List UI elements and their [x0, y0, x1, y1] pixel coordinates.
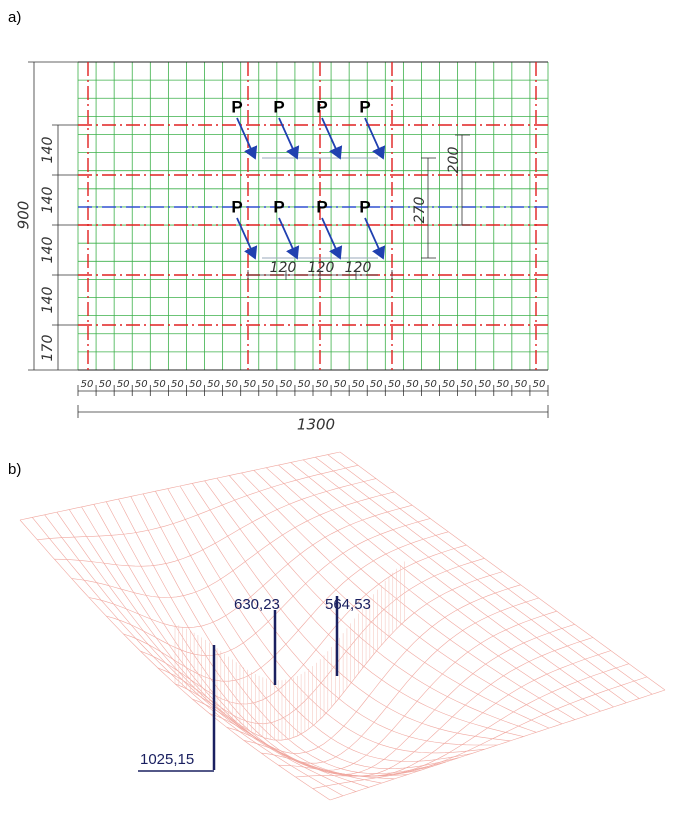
- panel-label: a): [8, 9, 21, 26]
- dimension-label: 200: [446, 147, 462, 174]
- dimension-label: 50: [316, 379, 329, 390]
- load-label: P: [273, 197, 284, 216]
- figure: a) b) 900 140 140 140 140 170 50 50 50 50 50 50 50 50…: [0, 0, 675, 820]
- load-label: P: [231, 97, 242, 116]
- mesh-line: [340, 452, 665, 690]
- dimension-label: 170: [40, 335, 56, 362]
- mesh-line: [106, 502, 420, 777]
- mesh-line: [180, 486, 498, 745]
- mesh-line: [315, 457, 639, 698]
- dimension-label: 50: [334, 379, 347, 390]
- mesh-line: [158, 558, 485, 724]
- dimension-label: 50: [515, 379, 528, 390]
- dimension-label: 50: [135, 379, 148, 390]
- dimension-label: 50: [243, 379, 256, 390]
- dimension-label: 50: [280, 379, 293, 390]
- line: [279, 218, 297, 258]
- dimension-label: 50: [171, 379, 184, 390]
- plan-drawing: 900 140 140 140 140 170 50 50 50 50 50 50 50 50 50 50 50…: [15, 62, 549, 434]
- mesh-line: [313, 677, 647, 789]
- dimension-label: 1300: [297, 416, 335, 434]
- value-label: 564,53: [325, 596, 371, 613]
- line: [365, 118, 383, 158]
- mesh-line: [266, 468, 588, 716]
- mesh-line: [123, 532, 448, 681]
- mesh-line: [131, 497, 446, 774]
- line: [237, 218, 255, 258]
- dimension-label: 140: [40, 237, 56, 264]
- dimension-label: 50: [225, 379, 238, 390]
- dimension-label: 50: [207, 379, 220, 390]
- dimension-label: 50: [478, 379, 491, 390]
- load-label: P: [316, 197, 327, 216]
- dimension-label: 140: [40, 287, 56, 314]
- mesh-line: [82, 507, 395, 779]
- mesh-line: [279, 465, 601, 711]
- dimension-label: 50: [460, 379, 473, 390]
- dimension-label: 120: [270, 260, 297, 276]
- mesh-line: [45, 515, 356, 792]
- dimension-label: 120: [345, 260, 372, 276]
- dimension-label: 50: [496, 379, 509, 390]
- dimension-label: 50: [189, 379, 202, 390]
- dimension-label: 140: [40, 137, 56, 164]
- dimension-label: 50: [117, 379, 130, 390]
- line: [365, 218, 383, 258]
- deformed-surface: 1025,15 630,23 564,53: [20, 452, 665, 800]
- dimension-label: 50: [352, 379, 365, 390]
- dimension-label: 140: [40, 187, 56, 214]
- dimension-label: 50: [442, 379, 455, 390]
- mesh-line: [69, 510, 381, 784]
- mesh-line: [254, 470, 575, 719]
- mesh-line: [330, 690, 665, 800]
- mesh-line: [94, 504, 408, 776]
- dimension-label: 50: [261, 379, 274, 390]
- mesh-line: [72, 492, 395, 598]
- dimension-label: 50: [153, 379, 166, 390]
- load-label: P: [231, 197, 242, 216]
- dimension-label: 270: [412, 197, 428, 224]
- mesh-line: [106, 519, 430, 656]
- load-label: P: [359, 97, 370, 116]
- panel-label: b): [8, 461, 21, 478]
- value-label: 630,23: [234, 596, 280, 613]
- mesh-line: [37, 465, 358, 539]
- line: [279, 118, 297, 158]
- dimension-label: 50: [370, 379, 383, 390]
- dimension-label: 50: [81, 379, 94, 390]
- load-label: P: [273, 97, 284, 116]
- dimension-label: 900: [15, 201, 33, 230]
- dimension-label: 50: [424, 379, 437, 390]
- line: [237, 118, 255, 158]
- load-label: P: [359, 197, 370, 216]
- dimension-label: 50: [406, 379, 419, 390]
- dimension-label: 50: [298, 379, 311, 390]
- dimension-label: 120: [308, 260, 335, 276]
- value-label: 1025,15: [140, 751, 194, 768]
- dimension-label: 50: [99, 379, 112, 390]
- load-label: P: [316, 97, 327, 116]
- mesh-line: [328, 455, 652, 695]
- dimension-label: 50: [533, 379, 546, 390]
- dimension-label: 50: [388, 379, 401, 390]
